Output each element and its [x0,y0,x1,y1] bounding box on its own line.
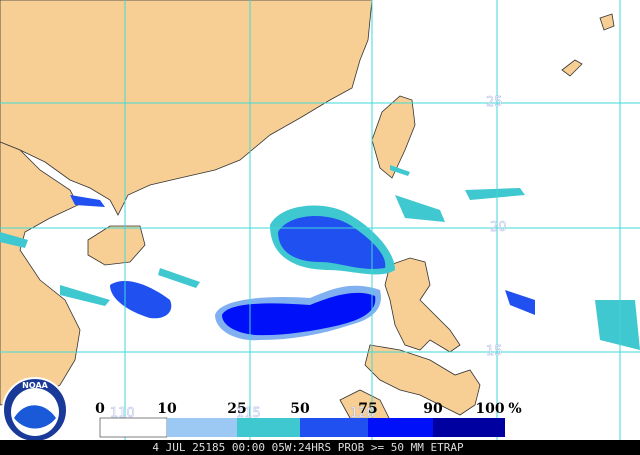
legend-label: 90 [423,401,443,417]
prob-area [158,268,200,288]
prob-area [278,215,386,269]
legend-label: 75 [358,401,377,417]
longitude-label: 115 [236,406,261,421]
prob-area [505,290,535,315]
legend-label: 50 [290,401,310,417]
graticule [0,0,640,440]
legend-label: 10 [157,401,177,417]
prob-area [395,195,445,222]
longitude-label: 120 [350,406,375,421]
prob-area [70,195,105,207]
prob-area [595,300,640,350]
legend-label: 25 [227,401,246,417]
prob-area [222,292,376,336]
logo-text: NOAA [22,381,48,390]
prob-area [60,285,110,306]
noaa-logo: NOAA [2,377,68,443]
prob-area [465,188,525,200]
land [0,0,615,426]
legend: 0 10 25 50 75 90 100 % [95,401,522,438]
footer-text: 4 JUL 25185 00:00 05W:24HRS PROB >= 50 M… [152,441,464,454]
prob-area [390,165,410,176]
latitude-label: 20 [490,220,507,235]
footer-bar [0,440,640,455]
latitude-label: 15 [486,344,503,359]
prob-area [0,232,28,248]
latitude-label: 25 [486,95,503,110]
legend-label: 100 [475,401,504,417]
legend-unit: % [508,401,521,417]
longitude-label: 110 [110,406,135,421]
legend-label: 0 [95,401,105,417]
